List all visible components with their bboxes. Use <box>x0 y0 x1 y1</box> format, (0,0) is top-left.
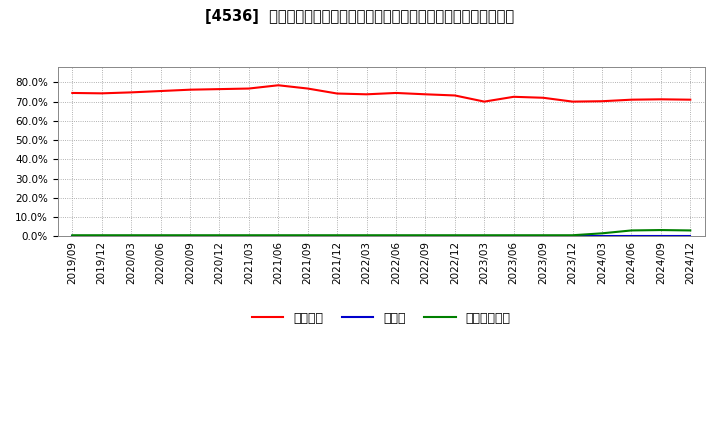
自己資本 <box>333 91 341 96</box>
繰延税金資産 <box>480 233 489 238</box>
のれん <box>392 233 400 238</box>
繰延税金資産 <box>156 233 165 238</box>
Legend: 自己資本, のれん, 繰延税金資産: 自己資本, のれん, 繰延税金資産 <box>247 307 516 330</box>
自己資本 <box>657 97 665 102</box>
のれん <box>156 233 165 238</box>
繰延税金資産 <box>627 228 636 233</box>
繰延税金資産 <box>303 233 312 238</box>
のれん <box>127 233 135 238</box>
のれん <box>97 233 106 238</box>
のれん <box>686 233 695 238</box>
繰延税金資産 <box>127 233 135 238</box>
繰延税金資産 <box>186 233 194 238</box>
のれん <box>568 233 577 238</box>
Text: [4536]  自己資本、のれん、繰延税金資産の総資産に対する比率の推移: [4536] 自己資本、のれん、繰延税金資産の総資産に対する比率の推移 <box>205 9 515 24</box>
のれん <box>68 233 76 238</box>
自己資本 <box>68 90 76 95</box>
自己資本 <box>362 92 371 97</box>
のれん <box>245 233 253 238</box>
自己資本 <box>421 92 430 97</box>
Line: 繰延税金資産: 繰延税金資産 <box>72 230 690 235</box>
自己資本 <box>245 86 253 91</box>
繰延税金資産 <box>598 231 606 236</box>
のれん <box>480 233 489 238</box>
自己資本 <box>480 99 489 104</box>
繰延税金資産 <box>392 233 400 238</box>
のれん <box>510 233 518 238</box>
自己資本 <box>186 87 194 92</box>
自己資本 <box>274 83 283 88</box>
のれん <box>333 233 341 238</box>
のれん <box>657 233 665 238</box>
自己資本 <box>392 90 400 95</box>
自己資本 <box>97 91 106 96</box>
繰延税金資産 <box>686 228 695 233</box>
のれん <box>303 233 312 238</box>
Line: 自己資本: 自己資本 <box>72 85 690 102</box>
のれん <box>186 233 194 238</box>
繰延税金資産 <box>68 233 76 238</box>
のれん <box>451 233 459 238</box>
繰延税金資産 <box>421 233 430 238</box>
自己資本 <box>568 99 577 104</box>
のれん <box>215 233 224 238</box>
自己資本 <box>451 93 459 98</box>
繰延税金資産 <box>362 233 371 238</box>
自己資本 <box>598 99 606 104</box>
自己資本 <box>303 86 312 91</box>
のれん <box>362 233 371 238</box>
繰延税金資産 <box>215 233 224 238</box>
のれん <box>274 233 283 238</box>
のれん <box>598 233 606 238</box>
自己資本 <box>539 95 547 100</box>
のれん <box>627 233 636 238</box>
繰延税金資産 <box>568 233 577 238</box>
繰延税金資産 <box>539 233 547 238</box>
自己資本 <box>510 94 518 99</box>
繰延税金資産 <box>97 233 106 238</box>
自己資本 <box>686 97 695 103</box>
繰延税金資産 <box>274 233 283 238</box>
繰延税金資産 <box>245 233 253 238</box>
自己資本 <box>156 88 165 94</box>
繰延税金資産 <box>657 227 665 233</box>
自己資本 <box>215 87 224 92</box>
自己資本 <box>627 97 636 103</box>
のれん <box>421 233 430 238</box>
繰延税金資産 <box>510 233 518 238</box>
繰延税金資産 <box>451 233 459 238</box>
自己資本 <box>127 90 135 95</box>
繰延税金資産 <box>333 233 341 238</box>
のれん <box>539 233 547 238</box>
